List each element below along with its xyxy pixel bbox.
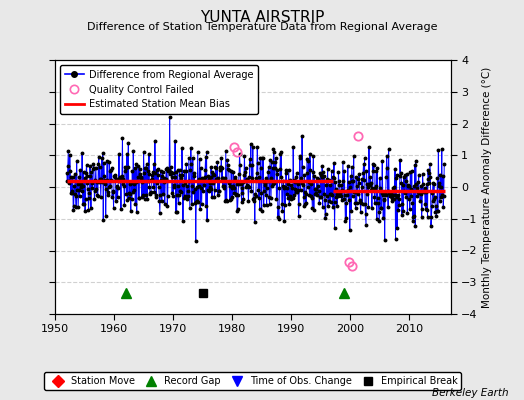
Text: Difference of Station Temperature Data from Regional Average: Difference of Station Temperature Data f…	[87, 22, 437, 32]
Legend: Station Move, Record Gap, Time of Obs. Change, Empirical Break: Station Move, Record Gap, Time of Obs. C…	[45, 372, 461, 390]
Text: YUNTA AIRSTRIP: YUNTA AIRSTRIP	[200, 10, 324, 25]
Y-axis label: Monthly Temperature Anomaly Difference (°C): Monthly Temperature Anomaly Difference (…	[482, 66, 492, 308]
Text: Berkeley Earth: Berkeley Earth	[432, 388, 508, 398]
Legend: Difference from Regional Average, Quality Control Failed, Estimated Station Mean: Difference from Regional Average, Qualit…	[60, 65, 258, 114]
